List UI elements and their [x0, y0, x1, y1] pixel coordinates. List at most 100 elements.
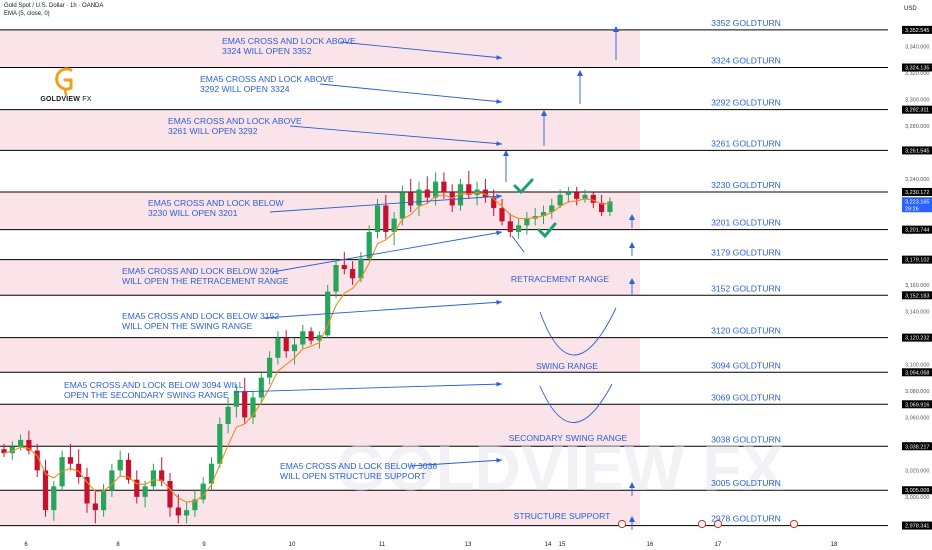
annotation-arrow: [409, 459, 503, 467]
zone-band: [0, 191, 640, 230]
logo-suffix: FX: [82, 96, 92, 103]
candle-body: [507, 221, 513, 232]
candle-body: [242, 390, 248, 418]
annotation-text: EMA5 CROSS AND LOCK ABOVE: [168, 116, 302, 126]
zone-band: [0, 259, 640, 296]
goldturn-label: 3094 GOLDTURN: [711, 360, 781, 370]
price-tag-label: 3,152.183: [905, 293, 929, 299]
candle-body: [150, 470, 156, 487]
candle-body: [34, 450, 40, 471]
annotation-arrow: [289, 125, 503, 145]
zone-band-right: [640, 191, 888, 230]
candle-body: [258, 377, 264, 398]
candle-body: [399, 192, 405, 219]
level-price-tag: [902, 486, 932, 495]
candle-body: [383, 205, 389, 232]
candle-body: [491, 197, 497, 209]
time-tick: 18: [831, 542, 838, 548]
ema-line: [3, 192, 610, 503]
time-tick: 13: [465, 542, 472, 548]
time-tick: 14: [545, 542, 552, 548]
candle-body: [117, 459, 123, 471]
swing-curve: [539, 307, 617, 356]
candle-body: [9, 446, 15, 454]
annotation-arrow: [271, 231, 503, 273]
range-label: SWING RANGE: [536, 361, 598, 371]
price-tag-label: 3,292.311: [905, 108, 929, 114]
candle-body: [482, 189, 488, 198]
candle-body: [283, 337, 289, 352]
level-price-tag: [902, 146, 932, 155]
goldturn-label: 3005 GOLDTURN: [711, 478, 781, 488]
price-tick: 3,060.000: [905, 415, 929, 421]
price-tick: 3,000.000: [905, 495, 929, 501]
price-tag-label: 3,038.217: [905, 444, 929, 450]
annotation-arrowhead: [496, 99, 502, 104]
candle-body: [366, 231, 372, 259]
candle-body: [51, 486, 57, 511]
time-tick: 10: [289, 542, 296, 548]
candle-body: [574, 192, 580, 199]
price-tag-label: 3,005.009: [905, 488, 929, 494]
price-tag-label: 3,179.102: [905, 258, 929, 264]
candle-body: [374, 205, 381, 232]
annotation-text: EMA5 CROSS AND LOCK BELOW 3152: [122, 311, 279, 321]
time-tick: 8: [116, 542, 120, 548]
watermark-text: GOLDVIEW FX: [336, 432, 784, 504]
goldturn-label: 3179 GOLDTURN: [711, 248, 781, 258]
candle-body: [267, 357, 273, 378]
down-arrow: [511, 235, 525, 253]
zone-band-right: [640, 29, 888, 68]
annotation-arrowhead: [496, 55, 502, 60]
price-tag-label: 3,201.744: [905, 228, 929, 234]
candle-body: [582, 194, 588, 199]
event-flag-icon: [789, 519, 799, 529]
price-tag-label: 3,069.916: [905, 402, 929, 408]
goldturn-label: 3069 GOLDTURN: [711, 392, 781, 402]
candle-body: [1, 449, 7, 454]
zone-band: [0, 337, 640, 373]
zone-band-right: [640, 490, 888, 526]
candle-body: [358, 258, 364, 279]
price-tag-label: 2,978.341: [905, 524, 929, 530]
price-tick: 3,080.000: [905, 389, 929, 395]
candle-body: [184, 510, 190, 516]
time-tick: 9: [202, 542, 206, 548]
annotation-text: EMA5 CROSS AND LOCK BELOW 3201: [122, 266, 279, 276]
range-label: RETRACEMENT RANGE: [511, 274, 609, 284]
level-price-tag: [902, 25, 932, 34]
check-icon: [513, 178, 534, 195]
zone-band-right: [640, 337, 888, 373]
candle-body: [416, 189, 422, 206]
candle-body: [590, 194, 596, 203]
price-tag-label: 3,223.165: [905, 199, 929, 205]
time-axis[interactable]: 6 8 9 10 11 13 14 15 16 17 18: [24, 519, 838, 548]
price-tick: 3,020.000: [905, 468, 929, 474]
goldturn-label: 3292 GOLDTURN: [711, 98, 781, 108]
price-tick: 3,340.000: [905, 44, 929, 50]
candle-body: [441, 181, 447, 193]
zone-band-right: [640, 259, 888, 296]
candle-body: [424, 189, 430, 198]
candle-body: [200, 483, 206, 500]
level-price-tag: [902, 291, 932, 300]
goldturn-layer: 3352 GOLDTURN 3324 GOLDTURN 3292 GOLDTURN 3…: [711, 18, 781, 524]
event-flag-icon: [617, 519, 627, 529]
time-tick: 11: [379, 542, 386, 548]
candle-body: [217, 424, 223, 464]
level-price-tag: [902, 225, 932, 234]
ema-indicator-label[interactable]: EMA (5, close, 0): [4, 11, 50, 17]
annotation-arrowhead: [496, 194, 502, 199]
price-axis[interactable]: 3,340.000 3,320.000 3,300.000 3,280.000 3,26…: [888, 0, 932, 550]
annotation-text: EMA5 CROSS AND LOCK ABOVE: [200, 74, 334, 84]
candle-body: [599, 202, 605, 213]
level-price-tag: [902, 442, 932, 451]
candle-body: [101, 490, 107, 511]
price-tag-label: 3,324.135: [905, 66, 929, 72]
zone-band-right: [640, 109, 888, 151]
annotation-arrowhead: [496, 230, 502, 236]
price-tag-label: 3,120.232: [905, 336, 929, 342]
countdown-label: 29:26: [905, 206, 919, 212]
